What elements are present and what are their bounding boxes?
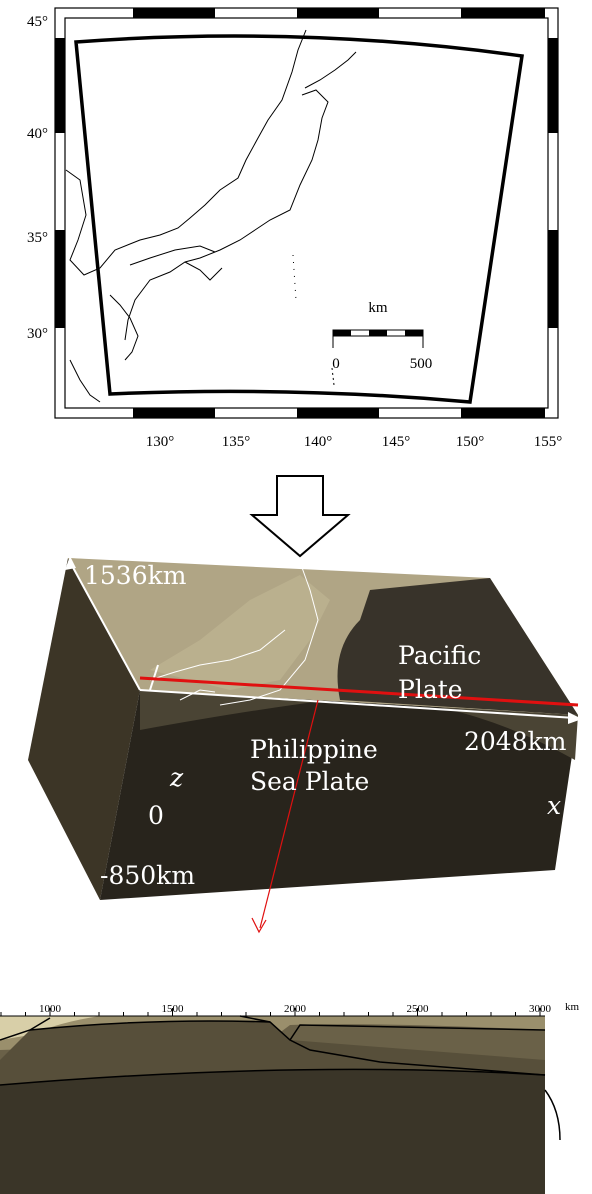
figure: km 0 500 45° 40° 35° 30° 130° 135° 140° 145° 15… (0, 0, 592, 1194)
block: 1536km Pacific Plate Philippine Sea Plat… (28, 556, 582, 932)
section-unit: km (565, 1001, 580, 1013)
scale-end: 500 (410, 356, 433, 372)
scale-unit: km (368, 300, 388, 316)
section-tick-label: 1000 (39, 1003, 62, 1015)
scale-start: 0 (332, 356, 340, 372)
lon-label: 135° (222, 434, 251, 450)
z-axis-label: z (169, 763, 184, 792)
philippine-label: Sea Plate (250, 767, 369, 796)
x-axis-label: x (547, 791, 561, 820)
cross-section: km 1000 1500 2000 2500 3000 (0, 1001, 579, 1194)
latitude-labels: 45° 40° 35° 30° (27, 14, 48, 342)
section-tick-label: 2500 (407, 1003, 430, 1015)
lat-label: 35° (27, 230, 48, 246)
section-tick-label: 3000 (529, 1003, 552, 1015)
section-tick-label: 1500 (162, 1003, 185, 1015)
pacific-label: Plate (398, 675, 463, 704)
section-tick-label: 2000 (284, 1003, 307, 1015)
lon-label: 130° (146, 434, 175, 450)
philippine-label: Philippine (250, 735, 378, 764)
y-extent-label: 1536km (84, 561, 187, 590)
longitude-labels: 130° 135° 140° 145° 150° 155° (146, 434, 563, 450)
lon-label: 150° (456, 434, 485, 450)
lat-label: 40° (27, 126, 48, 142)
depth-label: -850km (100, 861, 195, 890)
lat-label: 45° (27, 14, 48, 30)
lat-label: 30° (27, 326, 48, 342)
map: km 0 500 45° 40° 35° 30° 130° 135° 140° 145° 15… (27, 8, 562, 450)
lon-label: 145° (382, 434, 411, 450)
lon-label: 155° (534, 434, 563, 450)
down-arrow (252, 476, 348, 556)
origin-label: 0 (148, 801, 164, 830)
pacific-label: Pacific (398, 641, 481, 670)
x-extent-label: 2048km (464, 727, 567, 756)
lon-label: 140° (304, 434, 333, 450)
